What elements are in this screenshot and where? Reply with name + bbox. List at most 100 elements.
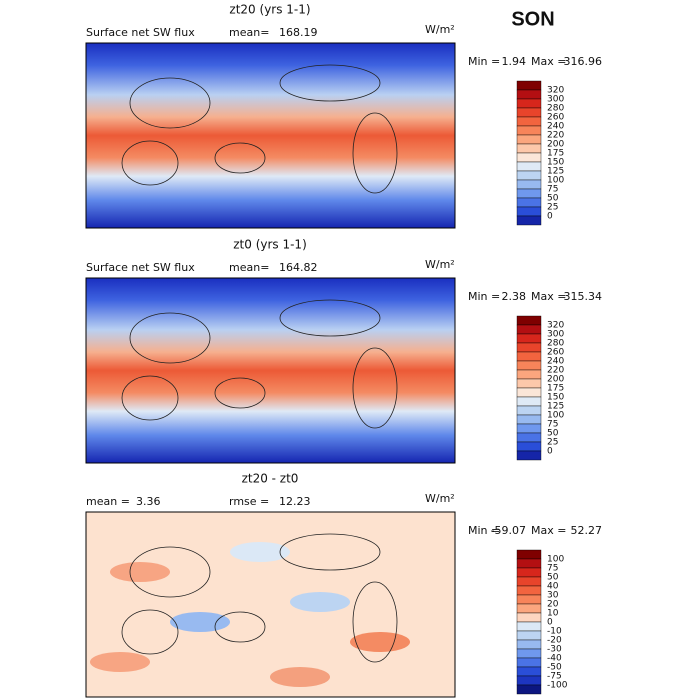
colorbar-box xyxy=(516,179,542,190)
map-blob xyxy=(270,667,330,687)
continent-outline xyxy=(279,64,381,102)
colorbar-label: 25 xyxy=(547,203,558,213)
subtitle: Surface net SW flux xyxy=(86,26,195,39)
colorbar-label: 200 xyxy=(547,375,564,385)
colorbar-box xyxy=(516,378,542,389)
colorbar-label: -10 xyxy=(547,627,562,637)
panel-title: zt20 - zt0 xyxy=(242,472,299,486)
map-field xyxy=(85,511,456,698)
colorbar-label: 0 xyxy=(547,618,553,628)
stat-label: mean= xyxy=(229,26,269,39)
colorbar-box xyxy=(516,675,542,686)
colorbar-box xyxy=(516,639,542,650)
max-label: Max = xyxy=(531,524,566,537)
colorbar-label: 300 xyxy=(547,95,564,105)
colorbar-box xyxy=(516,603,542,614)
colorbar-box xyxy=(516,405,542,416)
min-label: Min = xyxy=(468,55,500,68)
min-label: Min = xyxy=(468,524,500,537)
stat-label: mean= xyxy=(229,261,269,274)
colorbar-label: -100 xyxy=(547,681,568,691)
min-value: -59.07 xyxy=(491,524,526,537)
continent-outline xyxy=(214,377,266,409)
panel-title: zt0 (yrs 1-1) xyxy=(233,238,307,252)
colorbar-label: 40 xyxy=(547,582,559,592)
colorbar-label: 280 xyxy=(547,104,564,114)
colorbar-box xyxy=(516,666,542,677)
colorbar-label: 50 xyxy=(547,573,559,583)
colorbar-box xyxy=(516,558,542,569)
colorbar-label: 175 xyxy=(547,384,564,394)
stat-value: 3.36 xyxy=(136,495,161,508)
colorbar-label: 75 xyxy=(547,185,558,195)
colorbar-box xyxy=(516,414,542,425)
unit: W/m² xyxy=(425,492,455,505)
colorbar-label: 300 xyxy=(547,330,564,340)
stat-value: 168.19 xyxy=(279,26,318,39)
colorbar-box xyxy=(516,423,542,434)
panel-title: zt20 (yrs 1-1) xyxy=(229,3,310,17)
colorbar-label: 75 xyxy=(547,564,558,574)
colorbar-label: 150 xyxy=(547,393,564,403)
colorbar-label: -30 xyxy=(547,645,562,655)
colorbar-label: 260 xyxy=(547,113,564,123)
colorbar-label: 320 xyxy=(547,86,564,96)
colorbar-label: -20 xyxy=(547,636,562,646)
colorbar-label: 50 xyxy=(547,429,559,439)
colorbar-label: 200 xyxy=(547,140,564,150)
unit: W/m² xyxy=(425,23,455,36)
colorbar-box xyxy=(516,567,542,578)
continent-outline xyxy=(352,581,398,663)
colorbar-label: 175 xyxy=(547,149,564,159)
colorbar-box xyxy=(516,387,542,398)
max-label: Max = xyxy=(531,55,566,68)
colorbar-label: 75 xyxy=(547,420,558,430)
stat-value: 12.23 xyxy=(279,495,311,508)
stat-label: rmse = xyxy=(229,495,269,508)
colorbar-box xyxy=(516,161,542,172)
continent-outline xyxy=(121,375,179,421)
colorbar-box xyxy=(516,170,542,181)
colorbar-label: 220 xyxy=(547,366,564,376)
colorbar-label: 125 xyxy=(547,402,564,412)
min-label: Min = xyxy=(468,290,500,303)
colorbar-label: 10 xyxy=(547,609,559,619)
colorbar-box xyxy=(516,621,542,632)
colorbar-box xyxy=(516,134,542,145)
continent-outline xyxy=(129,546,211,598)
colorbar-label: 100 xyxy=(547,555,564,565)
colorbar-box xyxy=(516,594,542,605)
colorbar-label: 100 xyxy=(547,176,564,186)
colorbar-label: 0 xyxy=(547,212,553,222)
colorbar-box xyxy=(516,585,542,596)
map-blob xyxy=(290,592,350,612)
map-field xyxy=(85,277,456,464)
continent-outline xyxy=(121,609,179,655)
colorbar-box xyxy=(516,98,542,109)
colorbar-box xyxy=(516,143,542,154)
colorbar-box xyxy=(516,432,542,443)
colorbar-box xyxy=(516,657,542,668)
colorbar-label: 100 xyxy=(547,411,564,421)
colorbar-box xyxy=(516,197,542,208)
continent-outline xyxy=(214,142,266,174)
colorbar-box xyxy=(516,342,542,353)
colorbar-box xyxy=(516,360,542,371)
min-value: 2.38 xyxy=(502,290,527,303)
continent-outline xyxy=(121,140,179,186)
colorbar-label: 220 xyxy=(547,131,564,141)
colorbar-label: -50 xyxy=(547,663,562,673)
stat-value: 164.82 xyxy=(279,261,318,274)
colorbar-box xyxy=(516,188,542,199)
continent-outline xyxy=(129,77,211,129)
map-field xyxy=(85,42,456,229)
colorbar-box xyxy=(516,116,542,127)
max-value: 52.27 xyxy=(571,524,603,537)
colorbar-label: -40 xyxy=(547,654,562,664)
map-blob xyxy=(90,652,150,672)
colorbar-box xyxy=(516,215,542,226)
map-blob xyxy=(350,632,410,652)
min-value: 1.94 xyxy=(502,55,527,68)
max-value: 316.96 xyxy=(564,55,603,68)
continent-outline xyxy=(279,299,381,337)
